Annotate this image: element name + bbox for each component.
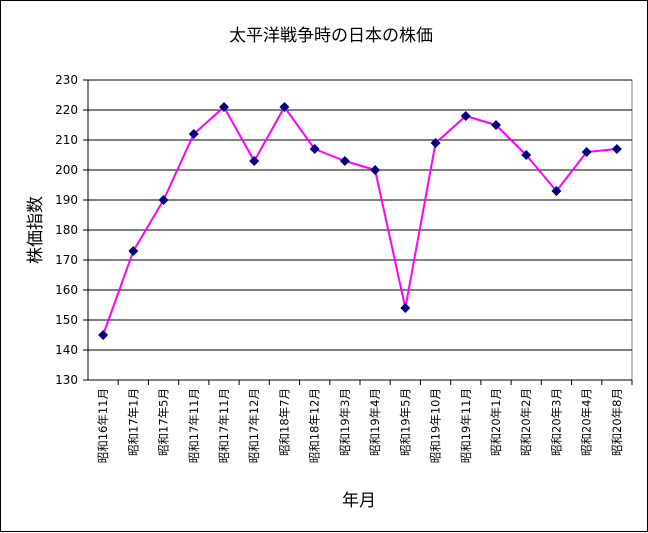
data-point-marker: [551, 186, 562, 196]
data-point-marker: [279, 102, 290, 112]
series-line: [102, 106, 617, 336]
data-point-marker: [521, 150, 532, 160]
x-tick-label: 昭和17年11月: [187, 388, 201, 463]
y-tick-label: 130: [55, 373, 78, 387]
x-tick-label: 昭和20年1月: [489, 388, 503, 456]
x-tick-label: 昭和18年7月: [277, 388, 291, 456]
gridlines: [88, 79, 632, 351]
x-tick-label: 昭和19年3月: [338, 388, 352, 456]
x-tick-labels: 昭和16年11月 昭和17年1月 昭和17年5月 昭和17年11月 昭和17年11月 昭和…: [96, 380, 633, 463]
y-tick-label: 210: [55, 133, 78, 147]
y-tick-label: 230: [55, 73, 78, 87]
x-tick-label: 昭和20年2月: [519, 388, 533, 456]
x-tick-label: 昭和19年5月: [398, 388, 412, 456]
x-tick-label: 昭和20年3月: [549, 388, 563, 456]
data-point-marker: [219, 102, 229, 112]
x-tick-label: 昭和20年8月: [610, 388, 624, 456]
x-tick-label: 昭和17年12月: [247, 388, 261, 463]
x-tick-label: 昭和16年11月: [96, 388, 110, 463]
x-tick-label: 昭和19年11月: [459, 388, 473, 463]
y-tick-label: 170: [55, 253, 78, 267]
y-tick-label: 150: [55, 313, 78, 327]
data-point-marker: [158, 195, 169, 205]
y-tick-label: 180: [55, 223, 78, 237]
y-tick-label: 140: [55, 343, 78, 357]
chart-title: 太平洋戦争時の日本の株価: [229, 26, 433, 46]
data-point-marker: [400, 303, 411, 313]
data-point-marker: [98, 330, 109, 340]
x-tick-label: 昭和19年4月: [368, 388, 382, 456]
data-point-marker: [430, 138, 441, 148]
y-axis-title: 株価指数: [26, 196, 46, 264]
data-point-marker: [491, 120, 501, 130]
series-group: [98, 102, 622, 340]
y-tick-label: 190: [55, 193, 78, 207]
data-point-marker: [460, 111, 471, 121]
x-tick-label: 昭和17年5月: [157, 388, 171, 456]
data-point-marker: [128, 246, 139, 256]
data-point-marker: [309, 144, 320, 154]
y-tick-label: 220: [55, 103, 78, 117]
x-tick-label: 昭和17年1月: [126, 388, 140, 456]
data-point-marker: [581, 147, 592, 157]
data-point-marker: [339, 156, 350, 166]
data-point-marker: [188, 129, 199, 139]
x-tick-label: 昭和18年12月: [308, 388, 322, 463]
x-axis-title: 年月: [342, 491, 376, 511]
data-point-marker: [611, 144, 622, 154]
x-tick-label: 昭和17年11月: [217, 388, 231, 463]
data-point-marker: [370, 165, 381, 175]
x-tick-label: 昭和19年10月: [429, 388, 443, 463]
y-tick-label: 160: [55, 283, 78, 297]
y-tick-label: 200: [55, 163, 78, 177]
x-tick-label: 昭和20年4月: [580, 388, 594, 456]
data-point-marker: [249, 156, 260, 166]
